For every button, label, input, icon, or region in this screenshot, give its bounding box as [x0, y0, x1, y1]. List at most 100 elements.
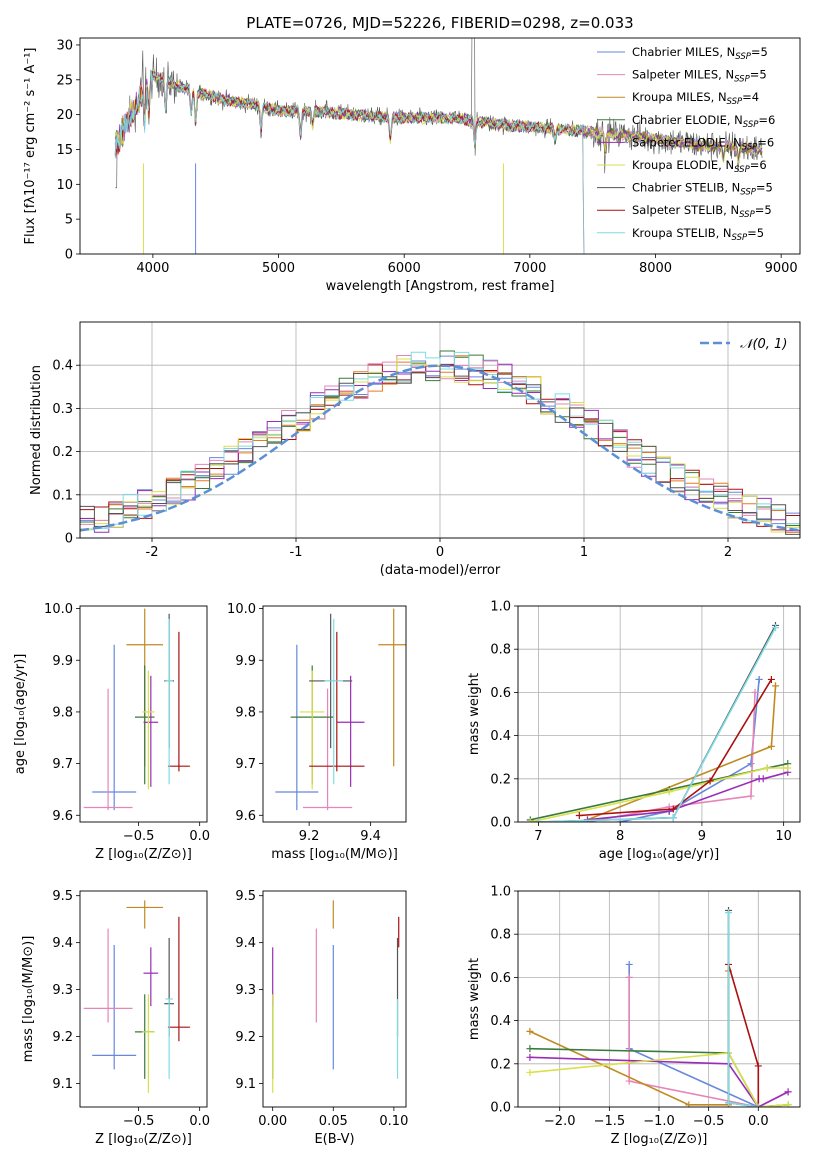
weights-vs-age-xtick-label: 7: [534, 829, 542, 844]
normal-curve: [80, 364, 800, 532]
legend-ssp-count: =5: [755, 203, 772, 217]
weights-vs-Z-ytick-label: 1.0: [490, 885, 511, 900]
weight-marker: [526, 1068, 534, 1076]
mass-vs-Z-ytick-label: 9.3: [52, 983, 73, 998]
weight-marker: [625, 1077, 633, 1085]
age-vs-Z-xtick-label: 0.0: [189, 829, 210, 844]
spectrum-legend-label: Chabrier ELODIE, NSSP=6: [632, 113, 775, 130]
mass-vs-ebv-ytick-label: 9.1: [235, 1077, 256, 1092]
residuals-xtick-label: -1: [290, 545, 303, 560]
spectrum-ytick-label: 5: [65, 213, 73, 228]
legend-subscript: SSP: [743, 120, 759, 130]
age-vs-mass-ytick-label: 10.0: [227, 602, 256, 617]
mass-vs-Z-ytick-label: 9.5: [52, 889, 73, 904]
residuals-frame: [79, 321, 801, 539]
age-vs-mass-xlabel: mass [log₁₀(M/M⊙)]: [271, 847, 398, 862]
weight-line: [579, 678, 773, 817]
weight-marker: [767, 742, 775, 750]
age-vs-mass-ytick-label: 9.9: [235, 654, 256, 669]
weight-line: [620, 679, 760, 822]
spectrum-xtick-label: 6000: [388, 261, 421, 276]
weight-marker: [725, 909, 733, 917]
weight-marker: [685, 1101, 693, 1107]
weights-vs-age-panel: 7 8 9 10 0.0 0.2 0.4 0.6 0.8 1.0 age [log₁₀(age/yr…: [467, 600, 801, 862]
residual-histogram-step: [80, 365, 800, 538]
spectrum-ytick-label: 25: [56, 73, 73, 88]
spectrum-xtick-label: 5000: [262, 261, 295, 276]
weight-marker: [575, 812, 583, 820]
legend-ssp-count: =6: [750, 158, 767, 172]
legend-subscript: SSP: [732, 233, 748, 243]
weights-vs-Z-ylabel: mass weight: [467, 958, 482, 1040]
legend-model-name: Kroupa STELIB, N: [632, 226, 732, 240]
residuals-ytick-label: 0.2: [52, 445, 73, 460]
spectrum-model-line: [114, 73, 763, 164]
spectrum-legend-label: Salpeter STELIB, NSSP=5: [632, 203, 772, 220]
age-vs-mass-xtick-label: 9.4: [360, 829, 381, 844]
mass-vs-Z-xtick-label: 0.0: [189, 1114, 210, 1129]
residuals-xtick-label: 2: [724, 545, 732, 560]
weights-vs-age-xtick-label: 9: [698, 829, 706, 844]
mass-vs-Z-ylabel: mass [log₁₀(M/M⊙)]: [21, 936, 36, 1063]
weight-marker: [759, 775, 767, 783]
weights-vs-Z-ytick-label: 0.2: [490, 1057, 511, 1072]
weights-vs-Z-xtick-label: −2.0: [544, 1114, 576, 1129]
spectrum-ylabel: Flux [fλ10⁻¹⁷ erg cm⁻² s⁻¹ A⁻¹]: [23, 48, 38, 245]
spectrum-legend-label: Salpeter ELODIE, NSSP=6: [632, 135, 774, 152]
age-vs-Z-ytick-label: 9.6: [52, 809, 73, 824]
mass-vs-ebv-ytick-label: 9.3: [235, 983, 256, 998]
weight-marker: [784, 1101, 792, 1107]
age-vs-mass-panel: 9.2 9.4 9.6 9.7 9.8 9.9 10.0 mass [log₁₀(M/M⊙)]: [227, 602, 407, 862]
spectrum-xtick-label: 4000: [136, 261, 169, 276]
spectrum-xtick-label: 7000: [513, 261, 546, 276]
weight-line: [529, 1056, 789, 1107]
spectrum-ytick-label: 0: [65, 248, 73, 263]
weights-vs-Z-xtick-label: 0.0: [748, 1114, 769, 1129]
legend-ssp-count: =5: [751, 45, 768, 59]
spectrum-legend-label: Kroupa MILES, NSSP=4: [632, 90, 759, 107]
age-vs-mass-ytick-label: 9.8: [235, 705, 256, 720]
age-vs-mass-plot-area: [275, 608, 406, 811]
mass-vs-ebv-ytick-label: 9.4: [235, 936, 256, 951]
mass-vs-ebv-ytick-label: 9.2: [235, 1030, 256, 1045]
legend-ssp-count: =4: [742, 90, 759, 104]
legend-subscript: SSP: [734, 165, 750, 175]
legend-model-name: Kroupa MILES, N: [632, 90, 727, 104]
weights-vs-age-ytick-label: 1.0: [490, 600, 511, 615]
mass-vs-ebv-xtick-label: 0.05: [319, 1114, 348, 1129]
age-vs-mass-ytick-label: 9.7: [235, 757, 256, 772]
mass-vs-ebv-panel: 0.00 0.05 0.10 9.1 9.2 9.3 9.4 9.5 E(B-V): [235, 889, 408, 1147]
age-vs-Z-ylabel: age [log₁₀(age/yr)]: [13, 654, 28, 775]
legend-subscript: SSP: [739, 210, 755, 220]
weights-vs-Z-xtick-label: −1.5: [594, 1114, 626, 1129]
weight-marker: [669, 814, 677, 822]
mass-vs-Z-ytick-label: 9.2: [52, 1030, 73, 1045]
residual-histogram-step: [80, 351, 800, 538]
spectrum-plot-area: [114, 38, 763, 254]
mass-vs-ebv-ytick-label: 9.5: [235, 889, 256, 904]
weight-marker: [763, 764, 771, 772]
legend-model-name: Salpeter ELODIE, N: [632, 135, 742, 149]
spectrum-ytick-label: 10: [56, 178, 73, 193]
weights-vs-Z-ytick-label: 0.0: [490, 1101, 511, 1116]
weight-marker: [526, 818, 534, 822]
age-vs-Z-xtick-label: −0.5: [123, 829, 155, 844]
spectrum-xlabel: wavelength [Angstrom, rest frame]: [326, 279, 555, 294]
legend-ssp-count: =6: [757, 135, 774, 149]
weights-vs-Z-ytick-label: 0.4: [490, 1014, 511, 1029]
age-vs-Z-plot-area: [83, 608, 190, 811]
legend-ssp-count: =6: [758, 113, 775, 127]
spectrum-legend-label: Salpeter MILES, NSSP=5: [632, 68, 767, 85]
weight-marker: [706, 777, 714, 785]
weights-vs-Z-ytick-label: 0.6: [490, 971, 511, 986]
legend-model-name: Chabrier STELIB, N: [632, 181, 740, 195]
weight-marker: [526, 1045, 534, 1053]
residuals-ylabel: Normed distribution: [29, 365, 44, 495]
age-vs-Z-ytick-label: 9.7: [52, 757, 73, 772]
weight-line: [529, 1052, 789, 1107]
weight-marker: [526, 1053, 534, 1061]
weight-marker: [747, 792, 755, 800]
legend-model-name: Salpeter MILES, N: [632, 68, 734, 82]
